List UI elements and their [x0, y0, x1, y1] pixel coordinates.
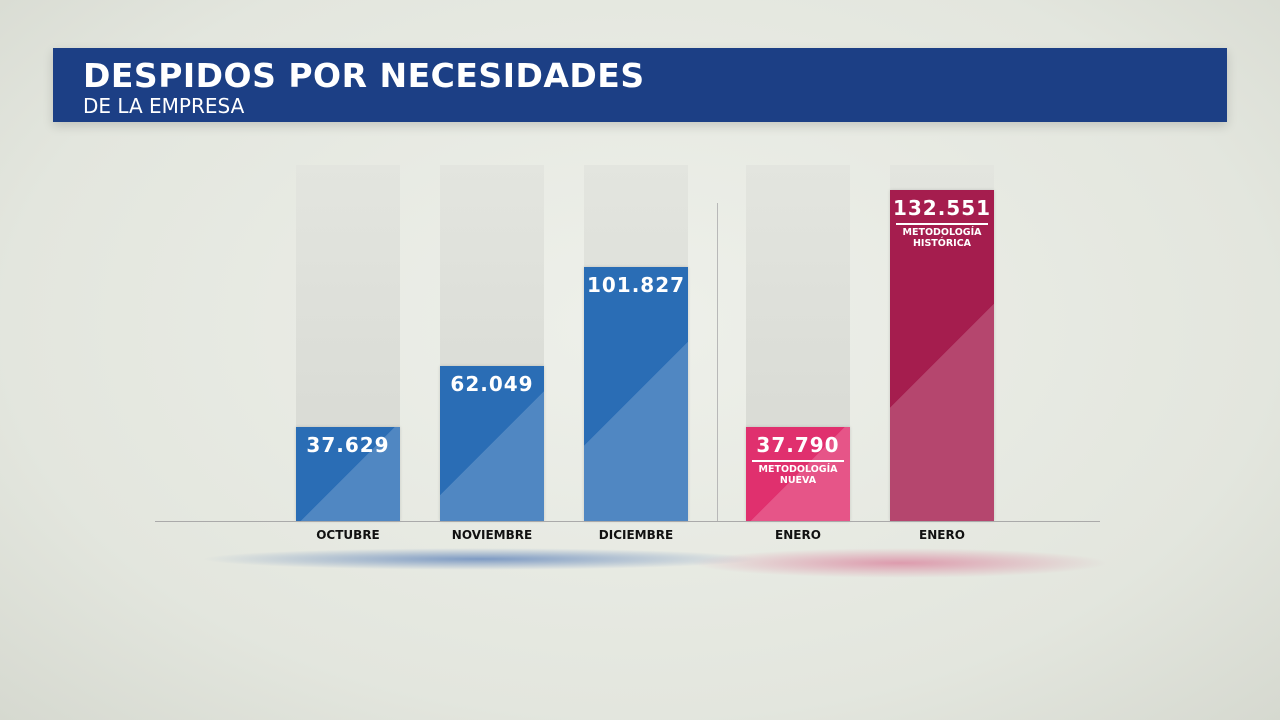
data-label: 37.790 — [756, 432, 840, 457]
bar: 62.049 — [440, 366, 544, 521]
x-tick-label: DICIEMBRE — [598, 528, 674, 542]
bar: 37.790 METODOLOGÍA NUEVA — [746, 426, 850, 521]
methodology-note: METODOLOGÍA NUEVA — [752, 459, 844, 486]
x-tick-label: OCTUBRE — [316, 528, 380, 542]
data-label: 62.049 — [450, 372, 534, 397]
chart-title: DESPIDOS POR NECESIDADES — [83, 56, 645, 95]
x-tick-label: NOVIEMBRE — [451, 528, 533, 542]
bar: 132.551 METODOLOGÍA HISTÓRICA — [890, 190, 994, 521]
chart-subtitle: DE LA EMPRESA — [83, 94, 245, 118]
floor-shadow-pink — [690, 548, 1110, 578]
x-tick-label: ENERO — [919, 528, 965, 542]
x-axis-line — [155, 521, 1100, 522]
bar: 101.827 — [584, 266, 688, 521]
bar: 37.629 — [296, 427, 400, 521]
x-tick-label: ENERO — [775, 528, 821, 542]
floor-shadow-blue — [200, 548, 760, 570]
title-bar: DESPIDOS POR NECESIDADES DE LA EMPRESA — [53, 48, 1227, 122]
methodology-note: METODOLOGÍA HISTÓRICA — [896, 223, 988, 249]
data-label: 37.629 — [306, 433, 390, 458]
data-label: 101.827 — [586, 272, 686, 297]
data-label: 132.551 — [892, 196, 992, 220]
methodology-divider — [717, 203, 718, 521]
